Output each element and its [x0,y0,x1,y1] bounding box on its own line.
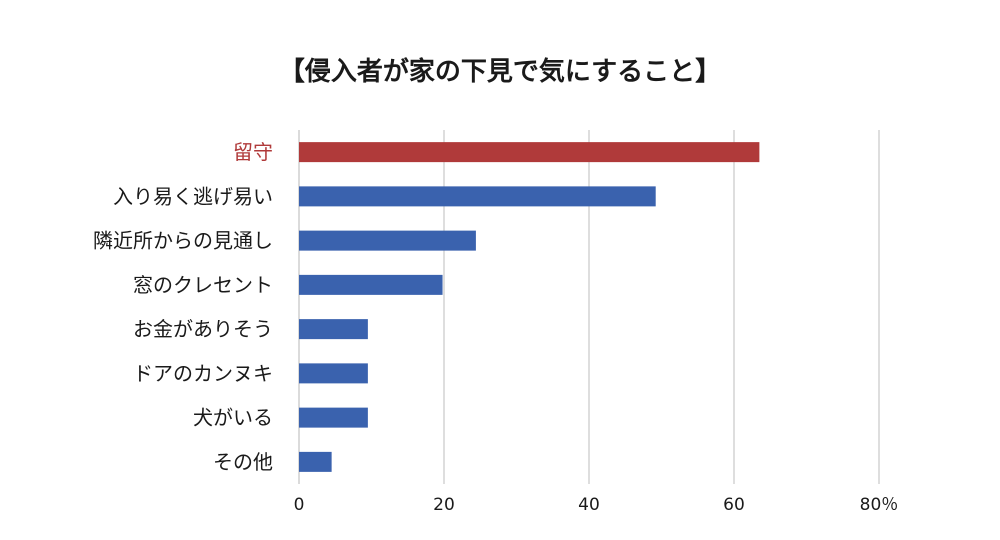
category-label: 窓のクレセント [133,273,273,297]
bar [299,451,332,472]
x-tick-label: 60 [723,495,745,515]
x-tick-label: 80％ [860,495,899,515]
category-labels: 留守入り易く逃げ易い隣近所からの見通し窓のクレセントお金がありそうドアのカンヌキ… [93,140,273,474]
category-label: 犬がいる [193,406,273,430]
category-label: その他 [213,450,273,474]
x-tick-label: 40 [578,495,600,515]
category-label: 入り易く逃げ易い [113,184,273,208]
category-label: お金がありそう [133,317,273,341]
bar [299,142,760,163]
category-label: 隣近所からの見通し [93,229,273,253]
category-label: 留守 [233,140,273,164]
bar [299,407,368,428]
category-label: ドアのカンヌキ [133,361,273,385]
bar [299,319,368,340]
x-tick-label: 20 [433,495,455,515]
x-tick-labels: 0 20 40 60 80％ [294,495,899,515]
chart-title: 【侵入者が家の下見で気にすること】 [279,56,721,87]
grid-lines [298,130,880,484]
bar [299,186,656,207]
x-tick-label: 0 [294,495,305,515]
bars [299,142,760,472]
bar [299,230,476,251]
bar [299,274,443,295]
bar [299,363,368,384]
